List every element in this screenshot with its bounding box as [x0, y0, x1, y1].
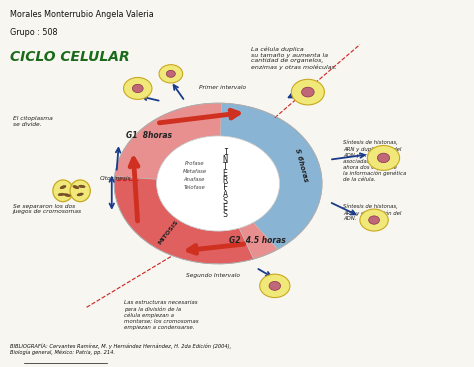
Text: G1  8horas: G1 8horas — [126, 131, 172, 141]
Text: A: A — [223, 190, 228, 199]
Ellipse shape — [58, 193, 64, 196]
Circle shape — [156, 136, 280, 231]
Text: I: I — [223, 148, 228, 157]
Ellipse shape — [53, 180, 73, 202]
Ellipse shape — [124, 77, 152, 99]
Ellipse shape — [159, 65, 182, 83]
Ellipse shape — [132, 84, 143, 92]
Ellipse shape — [269, 281, 281, 290]
Text: F: F — [223, 183, 228, 192]
Wedge shape — [115, 103, 222, 179]
Ellipse shape — [79, 185, 85, 188]
Ellipse shape — [301, 87, 314, 97]
Text: T: T — [223, 162, 228, 171]
Text: Profase: Profase — [185, 161, 204, 166]
Ellipse shape — [64, 194, 71, 197]
Text: S: S — [223, 210, 228, 219]
Text: E: E — [223, 203, 228, 212]
Ellipse shape — [369, 216, 380, 224]
Text: S: S — [223, 197, 228, 206]
Text: Telofase: Telofase — [183, 185, 205, 190]
Text: Primer intervalo: Primer intervalo — [199, 85, 246, 90]
Text: Anafase: Anafase — [184, 177, 205, 182]
Text: E: E — [223, 169, 228, 178]
Text: Se separaron los dos
juegos de cromosomas: Se separaron los dos juegos de cromosoma… — [12, 204, 82, 214]
Text: N: N — [223, 155, 228, 164]
Text: Citocinesis: Citocinesis — [100, 175, 131, 181]
Ellipse shape — [260, 274, 290, 298]
Text: El citoplasma
se divide.: El citoplasma se divide. — [12, 116, 52, 127]
Text: Síntesis de histonas,
ARN y duplicación del
ADN y proteínas
asociadas; existen
a: Síntesis de histonas, ARN y duplicación … — [343, 139, 407, 182]
Text: La célula duplica
su tamaño y aumenta la
cantidad de organelos,
enzimas y otras : La célula duplica su tamaño y aumenta la… — [251, 46, 337, 70]
Ellipse shape — [377, 153, 390, 163]
Text: CICLO CELULAR: CICLO CELULAR — [10, 50, 130, 64]
Ellipse shape — [166, 70, 175, 77]
Text: Grupo : 508: Grupo : 508 — [10, 28, 58, 37]
Text: MITOSIS: MITOSIS — [157, 219, 180, 246]
Ellipse shape — [77, 193, 83, 196]
Text: S 6horas: S 6horas — [294, 148, 309, 182]
Wedge shape — [239, 222, 278, 259]
Ellipse shape — [367, 145, 400, 170]
Text: R: R — [223, 176, 228, 185]
Ellipse shape — [73, 185, 79, 189]
Text: Segundo Intervalo: Segundo Intervalo — [186, 273, 240, 278]
Ellipse shape — [292, 79, 324, 105]
Text: BIBLIOGRAFÍA: Cervantes Ramírez, M. y Hernández Hernández, H. 2da Edición (2004): BIBLIOGRAFÍA: Cervantes Ramírez, M. y He… — [10, 343, 231, 355]
Text: Las estructuras necesarias
para la división de la
célula empiezan a
montarse; lo: Las estructuras necesarias para la divis… — [124, 301, 198, 330]
Wedge shape — [220, 103, 322, 250]
Text: Síntesis de histonas,
ARN y duplicación del
ADN.: Síntesis de histonas, ARN y duplicación … — [343, 204, 401, 221]
Wedge shape — [114, 177, 254, 264]
Text: G2  4.5 horas: G2 4.5 horas — [229, 236, 286, 245]
Ellipse shape — [60, 185, 66, 189]
Ellipse shape — [360, 209, 388, 231]
Text: Metafase: Metafase — [182, 169, 207, 174]
Ellipse shape — [70, 180, 91, 202]
Text: Morales Monterrubio Angela Valeria: Morales Monterrubio Angela Valeria — [10, 10, 154, 19]
